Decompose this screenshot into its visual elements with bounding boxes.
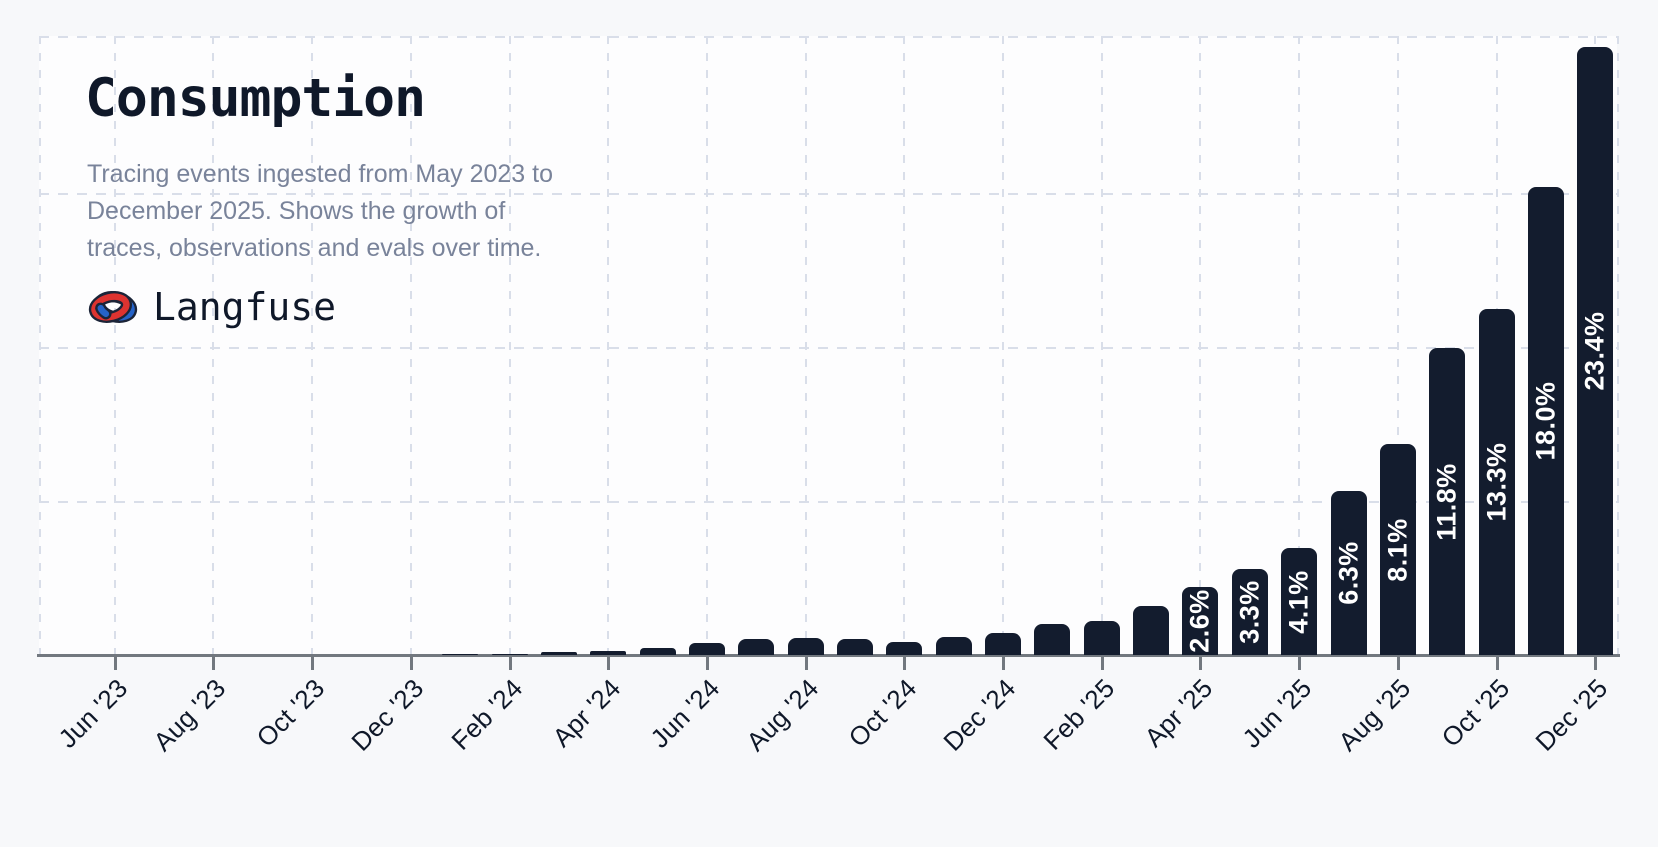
x-axis-tick (805, 657, 808, 670)
bar-value-label: 13.3% (1481, 442, 1512, 522)
x-axis-tick (1298, 657, 1301, 670)
bar (590, 651, 626, 655)
bar (689, 643, 725, 655)
x-axis-tick (410, 657, 413, 670)
page-title: Consumption (85, 68, 426, 129)
vertical-gridline (410, 36, 412, 655)
horizontal-gridline (39, 193, 1617, 195)
bar-value-label: 8.1% (1382, 517, 1413, 582)
x-axis-tick (1199, 657, 1202, 670)
x-axis-label: Feb '25 (1037, 672, 1121, 756)
plot-frame-right (1617, 36, 1619, 655)
x-axis-label: Apr '24 (546, 672, 627, 753)
x-axis-label: Feb '24 (445, 672, 529, 756)
vertical-gridline (607, 36, 609, 655)
bar (1034, 624, 1070, 655)
x-axis-label: Jun '25 (1236, 672, 1318, 754)
bar (640, 648, 676, 655)
vertical-gridline (805, 36, 807, 655)
bar (788, 638, 824, 655)
x-axis-line (37, 654, 1620, 657)
brand-name: Langfuse (153, 285, 337, 329)
x-axis-tick (1594, 657, 1597, 670)
x-axis-label: Oct '24 (842, 672, 923, 753)
vertical-gridline (212, 36, 214, 655)
horizontal-gridline (39, 501, 1617, 503)
bar (738, 639, 774, 655)
bar (886, 642, 922, 655)
x-axis-label: Jun '24 (644, 672, 726, 754)
bar-value-label: 11.8% (1431, 462, 1462, 541)
bar: 8.1% (1380, 444, 1416, 655)
bar: 23.4% (1577, 47, 1613, 655)
x-axis-tick (903, 657, 906, 670)
vertical-gridline (114, 36, 116, 655)
bar: 13.3% (1479, 309, 1515, 655)
langfuse-logo-icon (88, 291, 138, 323)
x-axis-label: Dec '23 (345, 672, 430, 757)
x-axis-tick (114, 657, 117, 670)
bar-value-label: 2.6% (1184, 589, 1215, 653)
vertical-gridline (311, 36, 313, 655)
x-axis-tick (607, 657, 610, 670)
vertical-gridline (509, 36, 511, 655)
x-axis-tick (212, 657, 215, 670)
bar: 4.1% (1281, 548, 1317, 655)
plot-frame-left (39, 36, 41, 655)
bar-value-label: 4.1% (1283, 569, 1314, 634)
bar-value-label: 6.3% (1333, 541, 1364, 605)
x-axis-label: Aug '24 (740, 672, 825, 757)
vertical-gridline (1101, 36, 1103, 655)
bar: 2.6% (1182, 587, 1218, 655)
bar: 11.8% (1429, 348, 1465, 655)
bar-value-label: 18.0% (1530, 381, 1561, 461)
bar: 18.0% (1528, 187, 1564, 655)
x-axis-label: Dec '24 (937, 672, 1022, 757)
bar-value-label: 23.4% (1579, 311, 1610, 391)
x-axis-label: Oct '25 (1435, 672, 1516, 753)
subtitle-line: traces, observations and evals over time… (87, 234, 542, 262)
bar-value-label: 3.3% (1234, 580, 1265, 644)
x-axis-tick (1101, 657, 1104, 670)
x-axis-tick (311, 657, 314, 670)
bar (442, 654, 478, 655)
bar (541, 652, 577, 655)
bar: 6.3% (1331, 491, 1367, 655)
chart-subtitle: Tracing events ingested from May 2023 to… (87, 156, 627, 267)
vertical-gridline (706, 36, 708, 655)
bar (1084, 621, 1120, 655)
x-axis-tick (509, 657, 512, 670)
x-axis-label: Dec '25 (1529, 672, 1614, 757)
vertical-gridline (1199, 36, 1201, 655)
vertical-gridline (1397, 36, 1399, 655)
vertical-gridline (1298, 36, 1300, 655)
bar (837, 639, 873, 655)
x-axis-label: Aug '23 (147, 672, 232, 757)
vertical-gridline (1002, 36, 1004, 655)
x-axis-tick (706, 657, 709, 670)
horizontal-gridline (39, 347, 1617, 349)
x-axis-tick (1496, 657, 1499, 670)
x-axis-label: Oct '23 (250, 672, 331, 753)
x-axis-tick (1397, 657, 1400, 670)
brand-row: Langfuse (87, 283, 336, 331)
plot-frame-top (39, 36, 1617, 38)
x-axis-label: Apr '25 (1138, 672, 1219, 753)
bar (492, 654, 528, 655)
bar (985, 633, 1021, 655)
subtitle-line: December 2025. Shows the growth of (87, 197, 506, 225)
subtitle-line: Tracing events ingested from May 2023 to (87, 160, 553, 188)
x-axis-tick (1002, 657, 1005, 670)
x-axis-label: Aug '25 (1332, 672, 1417, 757)
vertical-gridline (903, 36, 905, 655)
bar (936, 637, 972, 655)
bar (1133, 606, 1169, 655)
bar: 3.3% (1232, 569, 1268, 655)
